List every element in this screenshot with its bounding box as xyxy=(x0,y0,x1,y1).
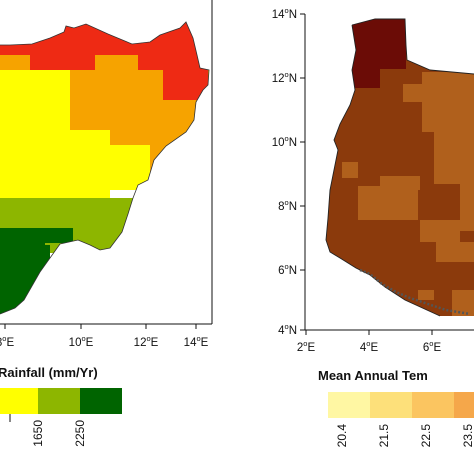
rainfall-legend-label: 1650 xyxy=(31,420,45,447)
rainfall-zone-very-humid xyxy=(0,228,73,314)
rainfall-legend-swatch xyxy=(80,388,122,414)
right-x-tick-label: 6oE xyxy=(423,339,442,354)
temperature-legend-swatch xyxy=(328,392,370,418)
left-x-tick-label: 10oE xyxy=(69,334,94,349)
temperature-legend-swatch xyxy=(412,392,454,418)
right-map-x-ticks: 2oE 4oE 6oE xyxy=(297,330,442,354)
rainfall-legend-title: Rainfall (mm/Yr) xyxy=(0,365,98,380)
right-y-tick-label: 8oN xyxy=(278,198,297,213)
temperature-map xyxy=(326,19,474,330)
rainfall-map xyxy=(0,22,209,314)
nigeria-outline-right xyxy=(325,18,474,317)
rainfall-zone-sub-humid xyxy=(0,70,150,198)
left-x-tick-label: 14oE xyxy=(184,334,209,349)
right-x-tick-label: 2oE xyxy=(297,339,316,354)
rainfall-legend: 1650 2250 xyxy=(0,388,122,447)
right-map-y-ticks: 14oN 12oN 10oN 8oN 6oN 4oN xyxy=(272,6,305,337)
temperature-legend-title: Mean Annual Tem xyxy=(318,368,428,383)
temperature-legend-label: 22.5 xyxy=(419,424,433,448)
right-y-tick-label: 12oN xyxy=(272,70,297,85)
temperature-legend-swatch xyxy=(370,392,412,418)
left-x-tick-label: 12oE xyxy=(134,334,159,349)
rainfall-legend-swatch xyxy=(38,388,80,414)
rainfall-legend-label: 2250 xyxy=(73,420,87,447)
right-y-tick-label: 6oN xyxy=(278,262,297,277)
rainfall-legend-swatch xyxy=(0,388,40,414)
temperature-legend-label: 20.4 xyxy=(335,424,349,448)
temperature-legend-label: 23.5 xyxy=(461,424,474,448)
left-map-x-ticks: 8oE 10oE 12oE 14oE xyxy=(0,324,209,349)
temperature-legend: 20.4 21.5 22.5 23.5 xyxy=(328,392,474,447)
right-y-tick-label: 10oN xyxy=(272,134,297,149)
right-y-tick-label: 14oN xyxy=(272,6,297,21)
temperature-zone-hot xyxy=(352,19,406,88)
right-x-tick-label: 4oE xyxy=(360,339,379,354)
nigeria-outline-left xyxy=(0,21,210,315)
right-y-tick-label: 4oN xyxy=(278,322,297,337)
coastline-texture xyxy=(359,268,471,316)
temperature-legend-swatch xyxy=(454,392,474,418)
temperature-legend-label: 21.5 xyxy=(377,424,391,448)
temperature-zone-mild xyxy=(342,72,474,316)
left-x-tick-label: 8oE xyxy=(0,334,14,349)
